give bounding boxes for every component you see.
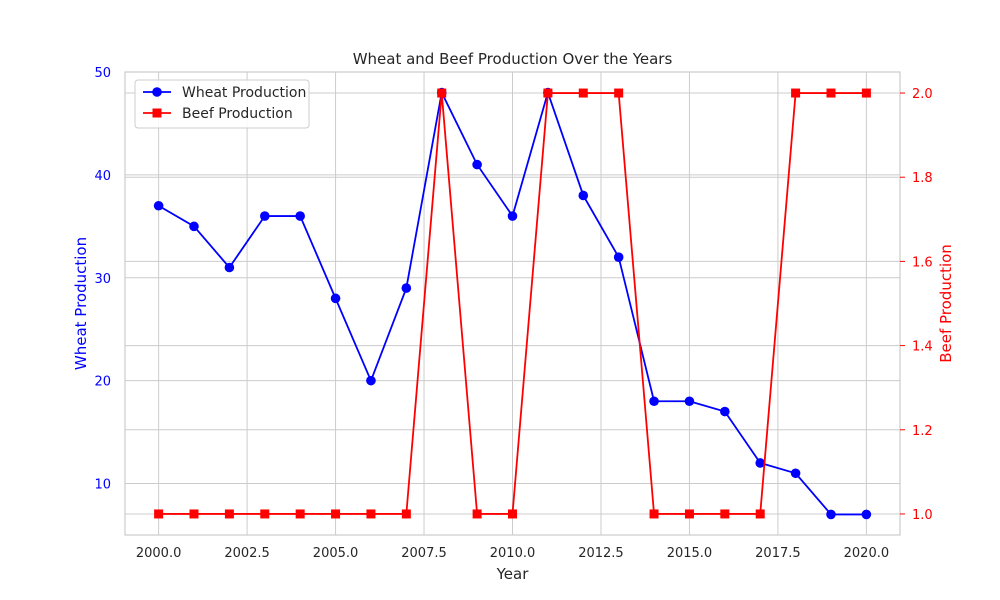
x-tick-label: 2000.0 (136, 546, 182, 561)
y-axis-right-label: Beef Production (937, 244, 955, 363)
data-point-square (366, 509, 376, 519)
plot-frame (124, 71, 901, 536)
y-right-tick-label: 1.4 (912, 340, 933, 355)
x-tick-label: 2007.5 (401, 546, 447, 561)
y-right-tick-label: 1.0 (912, 508, 933, 523)
data-point-circle (366, 375, 376, 386)
y-left-tick-label: 50 (94, 66, 111, 81)
data-point-square (472, 509, 482, 519)
x-tick-label: 2020.0 (844, 546, 890, 561)
grid-lines (125, 71, 900, 535)
data-point-circle (826, 509, 836, 520)
data-point-circle (684, 396, 695, 407)
x-tick-label: 2002.5 (224, 546, 270, 561)
data-point-square (826, 88, 836, 98)
data-point-circle (649, 396, 659, 407)
legend-box (134, 79, 310, 129)
chart-title: Wheat and Beef Production Over the Years (353, 50, 673, 68)
data-point-circle (472, 159, 482, 170)
data-point-square (224, 509, 234, 519)
data-point-square (508, 509, 517, 519)
data-point-square (260, 509, 270, 519)
y-left-tick-label: 30 (94, 272, 111, 287)
y-axis-left: 10 20 30 40 50 (94, 66, 111, 493)
y-right-tick-label: 1.2 (912, 424, 933, 439)
y-axis-right: 1.0 1.2 1.4 1.6 1.8 2.0 (900, 87, 933, 523)
data-point-square (401, 509, 411, 519)
legend-marker-circle (152, 87, 162, 97)
x-tick-label: 2015.0 (667, 546, 713, 561)
x-axis: 2000.0 2002.5 2005.0 2007.5 2010.0 2012.5 2015… (136, 546, 889, 561)
x-tick-label: 2005.0 (313, 546, 359, 561)
data-point-square (861, 88, 871, 98)
data-point-square (791, 88, 801, 98)
data-point-square (649, 509, 659, 519)
y-left-tick-label: 40 (94, 169, 111, 184)
data-point-circle (224, 262, 235, 273)
x-tick-label: 2010.0 (490, 546, 536, 561)
data-point-square (578, 88, 588, 98)
data-point-square (295, 509, 305, 519)
x-axis-label: Year (496, 565, 530, 583)
legend-entry: Wheat Production (143, 85, 306, 101)
x-tick-label: 2012.5 (578, 546, 624, 561)
data-point-circle (578, 190, 589, 201)
data-point-square (437, 88, 447, 98)
data-point-circle (755, 458, 766, 468)
y-right-tick-label: 1.6 (912, 255, 933, 270)
data-point-square (189, 509, 199, 519)
legend-label: Wheat Production (182, 85, 306, 101)
data-point-circle (401, 283, 412, 293)
y-left-tick-label: 20 (94, 375, 111, 390)
data-point-circle (613, 252, 624, 262)
y-left-tick-label: 10 (94, 478, 111, 493)
data-point-square (543, 88, 553, 98)
data-point-circle (295, 211, 305, 221)
data-point-circle (330, 293, 341, 304)
data-point-square (154, 509, 164, 519)
data-point-square (720, 509, 730, 519)
legend-label: Beef Production (182, 106, 293, 122)
legend-marker-square (152, 108, 162, 118)
data-point-square (755, 509, 765, 519)
data-point-square (331, 509, 341, 519)
x-tick-label: 2017.5 (755, 546, 801, 561)
y-right-tick-label: 1.8 (912, 171, 933, 186)
data-point-circle (259, 211, 270, 221)
data-point-square (614, 88, 624, 98)
data-point-circle (720, 406, 730, 417)
data-point-circle (790, 468, 801, 479)
data-point-circle (189, 221, 199, 232)
y-right-tick-label: 2.0 (912, 87, 933, 102)
series-layer (153, 87, 872, 520)
data-point-square (684, 509, 694, 519)
data-point-circle (861, 509, 872, 520)
legend-entry: Beef Production (143, 106, 293, 122)
legend: Wheat Production Beef Production (134, 79, 310, 129)
y-axis-left-label: Wheat Production (72, 237, 90, 370)
data-point-circle (153, 200, 164, 211)
data-point-circle (507, 211, 518, 221)
